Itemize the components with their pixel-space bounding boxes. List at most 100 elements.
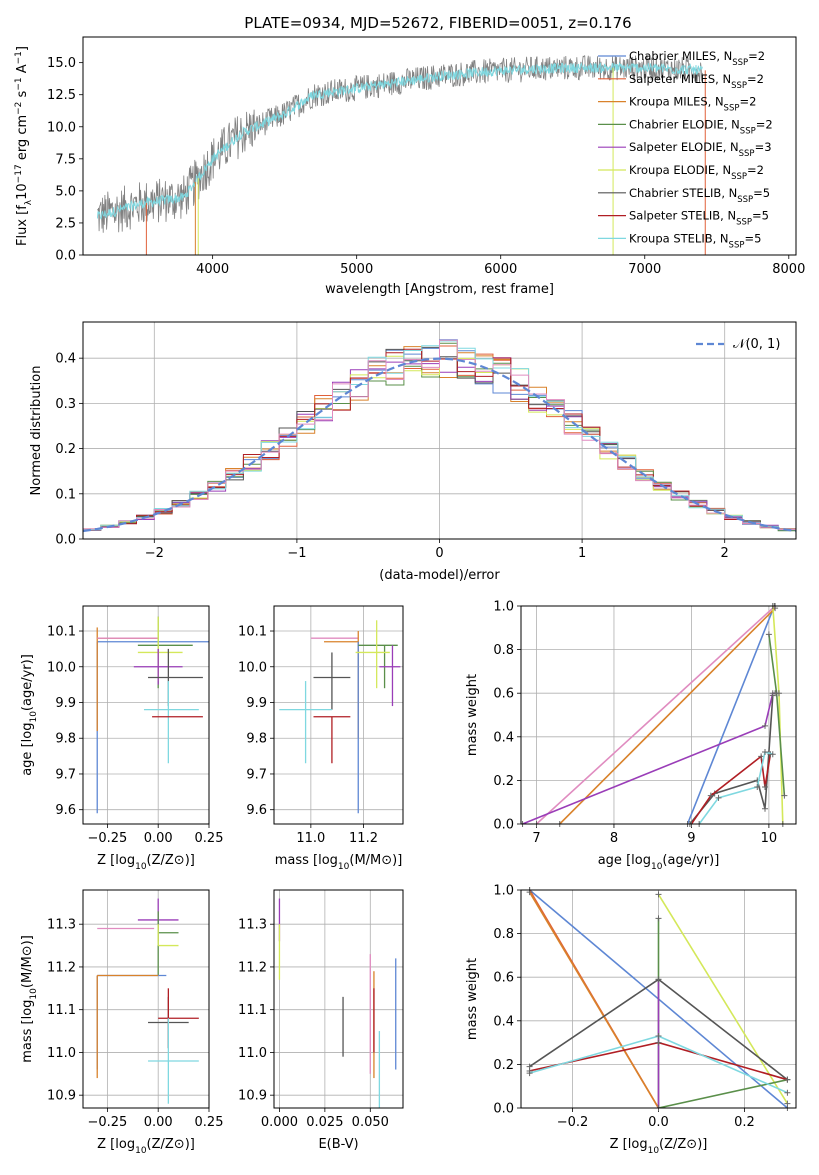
spectrum-panel: 4000 5000 6000 7000 8000 0.0 2.5 5.0 7.5 10.0 12.5… — [14, 36, 805, 297]
legend-tail: =3 — [755, 140, 772, 154]
x-tick-label: 5000 — [340, 262, 373, 277]
x-axis-label: (data-model)/error — [379, 568, 500, 583]
weight-marker — [754, 783, 761, 790]
y-label-part: −17 — [14, 164, 24, 183]
x-tick-label: 11.0 — [296, 831, 325, 846]
y-tick-label: 1.0 — [493, 600, 514, 615]
label-part: mass weight — [465, 674, 480, 756]
legend-subscript: SSP — [731, 81, 747, 91]
label-subscript: 10 — [135, 862, 147, 872]
weight-marker — [781, 792, 788, 799]
x-tick-label: 0.00 — [144, 1115, 173, 1130]
x-tick-label: 6000 — [484, 262, 517, 277]
legend-entry: 𝒩(0, 1) — [733, 337, 780, 352]
x-tick-label: 1 — [578, 546, 586, 561]
axes-frame — [520, 889, 797, 1109]
legend-tail: =5 — [744, 231, 761, 245]
x-tick-label: 9 — [687, 831, 695, 846]
x-tick-label: 0.25 — [195, 831, 224, 846]
y-tick-label: 0.8 — [493, 927, 514, 942]
legend-subscript: SSP — [739, 149, 755, 159]
x-axis-label: Z [log10(Z/Z⊙)] — [97, 1137, 195, 1156]
y-tick-label: 9.9 — [55, 696, 76, 711]
y-tick-label: 0.0 — [493, 1102, 514, 1117]
weight-marker — [765, 631, 772, 638]
y-tick-label: 0.4 — [493, 1014, 514, 1029]
y-tick-label: 10.1 — [238, 625, 267, 640]
y-label-part: −1 — [14, 77, 24, 90]
legend-name: Salpeter STELIB, N — [629, 209, 736, 223]
legend-tail: =5 — [753, 186, 770, 200]
legend-name: Chabrier ELODIE, N — [629, 117, 740, 131]
age-vs-mass-panel: 11.0 11.2 9.6 9.7 9.8 9.9 10.0 10.1 mass [log10(… — [238, 605, 404, 872]
y-tick-label: 10.9 — [238, 1089, 267, 1104]
y-tick-label: 15.0 — [47, 56, 76, 71]
weight-marker — [655, 1039, 662, 1046]
y-axis-label: mass weight — [465, 674, 480, 756]
x-tick-label: 0.00 — [144, 831, 173, 846]
y-tick-label: 10.9 — [47, 1089, 76, 1104]
weight-marker — [769, 692, 776, 699]
y-label-part: s — [15, 90, 30, 101]
y-label-part: −1 — [14, 51, 24, 64]
weight-vs-metallicity-panel: −0.2 0.0 0.2 0.0 0.2 0.4 0.6 0.8 1.0 Z [log10(Z/Z… — [465, 884, 797, 1156]
x-tick-label: −0.25 — [87, 831, 127, 846]
y-axis-label: mass weight — [465, 958, 480, 1040]
y-tick-label: 0.6 — [493, 971, 514, 986]
x-axis-label: Z [log10(Z/Z⊙)] — [97, 853, 195, 872]
y-label-part: 10 — [15, 183, 30, 200]
y-tick-label: 10.0 — [47, 120, 76, 135]
label-part: (M/M⊙)] — [349, 853, 402, 868]
y-label-part: A — [15, 64, 30, 77]
y-tick-label: 11.3 — [238, 918, 267, 933]
y-tick-label: 0.1 — [55, 487, 76, 502]
axes-frame — [273, 605, 404, 825]
y-label-part: ] — [15, 46, 30, 51]
label-part: log — [115, 853, 135, 868]
label-part: (Z/Z⊙)] — [147, 1137, 195, 1152]
model-spectrum — [96, 61, 703, 220]
y-label-part: Flux [f — [15, 205, 30, 246]
y-label-part: −2 — [14, 102, 24, 115]
label-part: (age/yr)] — [662, 853, 719, 868]
y-tick-label: 0.0 — [55, 249, 76, 264]
x-tick-label: −0.2 — [557, 1115, 589, 1130]
y-tick-label: 7.5 — [55, 152, 76, 167]
y-tick-label: 10.0 — [47, 660, 76, 675]
y-label-part: erg cm — [15, 115, 30, 164]
y-tick-label: 5.0 — [55, 184, 76, 199]
legend-name: Chabrier STELIB, N — [629, 186, 737, 200]
weight-marker — [784, 1076, 791, 1083]
weight-marker — [758, 753, 765, 760]
y-tick-label: 9.8 — [246, 732, 267, 747]
legend-entry: Salpeter ELODIE, NSSP=3 — [629, 140, 772, 159]
x-tick-label: 2 — [721, 546, 729, 561]
label-subscript: 10 — [648, 1146, 660, 1156]
label-part: mass [ — [275, 853, 318, 868]
legend-subscript: SSP — [740, 126, 756, 136]
normal-curve — [82, 357, 797, 533]
x-tick-label: 0.25 — [195, 1115, 224, 1130]
legend-tail: =2 — [747, 163, 764, 177]
label-part: age [ — [598, 853, 631, 868]
label-part: Z [ — [610, 1137, 628, 1152]
histogram-series — [83, 339, 796, 530]
legend-tail: =2 — [748, 49, 765, 63]
legend-tail: =2 — [747, 72, 764, 86]
y-tick-label: 0.0 — [55, 533, 76, 548]
axes-frame — [82, 889, 210, 1109]
y-tick-label: 11.0 — [238, 1046, 267, 1061]
label-part: mass [ — [20, 1019, 35, 1062]
x-tick-label: 0.050 — [352, 1115, 389, 1130]
legend-entry: Chabrier ELODIE, NSSP=2 — [629, 117, 773, 136]
x-axis-label: E(B-V) — [318, 1137, 358, 1152]
label-subscript: 10 — [29, 988, 39, 1000]
y-tick-label: 11.1 — [47, 1003, 76, 1018]
y-tick-label: 9.7 — [55, 767, 76, 782]
x-tick-label: 7000 — [628, 262, 661, 277]
weight-series-line — [657, 893, 789, 1105]
weight-series-line — [686, 606, 776, 824]
legend-tail: =2 — [756, 117, 773, 131]
